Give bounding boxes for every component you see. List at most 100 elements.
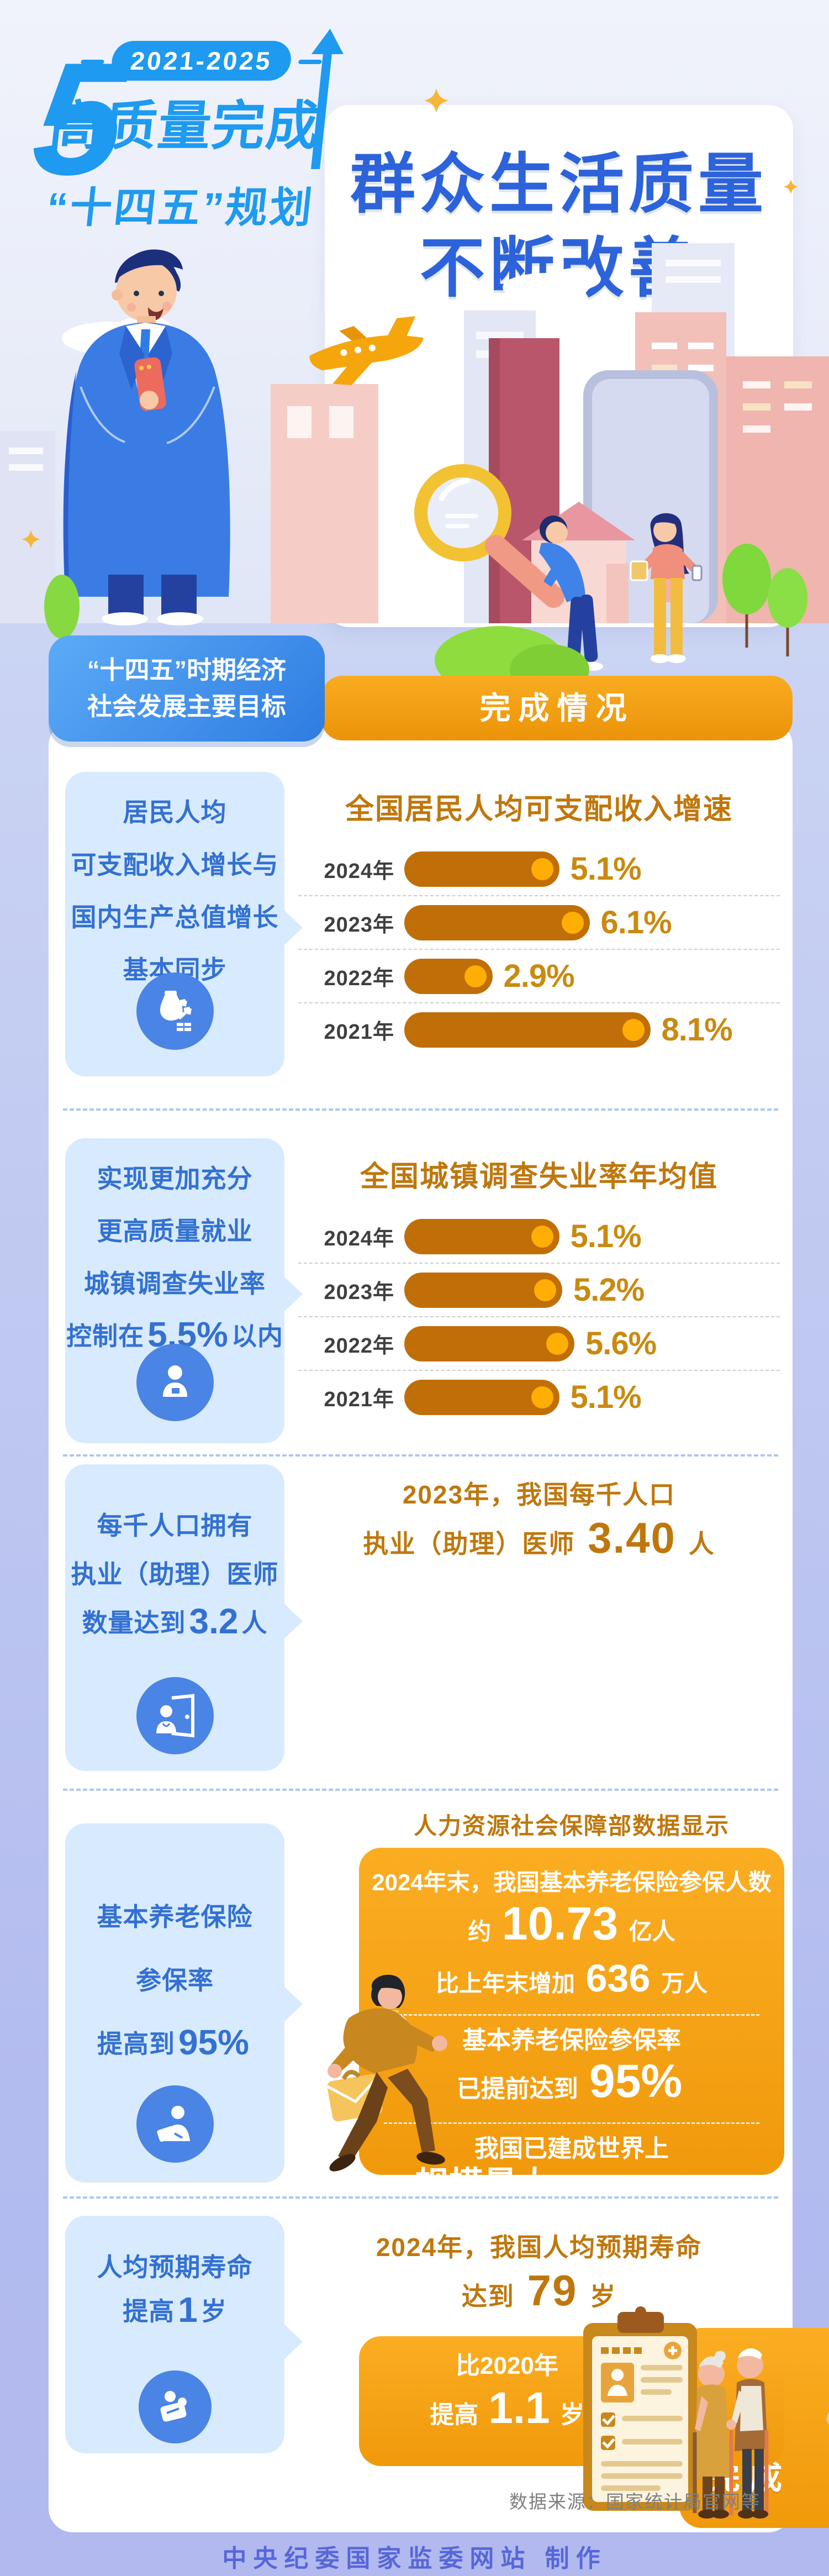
unemployment-bar-chart: 2024年 5.1% 2023年 5.2% 2022年 5.6% 2021年 5.1% (298, 1210, 780, 1423)
card-tail (283, 908, 303, 947)
data-source-note: 数据来源：国家统计局官网等 (509, 2491, 761, 2512)
pension-result-card: 2024年末，我国基本养老保险参保人数 约 10.73 亿人 比上年末增加 63… (326, 1848, 784, 2204)
grandpa (726, 2348, 769, 2519)
bar-knob (531, 1225, 553, 1248)
goals-header-box: “十四五”时期经济 社会发展主要目标 (49, 635, 325, 742)
bar (404, 905, 590, 940)
year-label: 2023年 (324, 1281, 394, 1304)
bar-knob (622, 1018, 645, 1041)
card-divider (384, 2122, 759, 2124)
bar (404, 1218, 559, 1254)
chart-row: 2023年 6.1% (298, 896, 780, 950)
clipboard-elderly-illustration (583, 2306, 769, 2519)
goal-card-life-expectancy: 人均预期寿命 提高 1 岁 (65, 2216, 303, 2453)
section-life-expectancy: 2024年，我国人均预期寿命 达到 79 岁 比2020年 提高 1.1 岁 (298, 2230, 784, 2519)
bar (404, 1326, 574, 1361)
goal-text-line: 可支配收入增长与 (71, 850, 279, 879)
goal-text-line: 居民人均 (123, 797, 227, 827)
page-title-line2: 不断改善 (419, 232, 698, 305)
logo-slogan-line2: “十四五”规划 (44, 185, 317, 232)
goal-card-employment: 实现更加充分 更高质量就业 城镇调查失业率 控制在 5.5% 以内 (65, 1138, 303, 1443)
bar (404, 851, 559, 887)
goal-text-line: 城镇调查失业率 (84, 1269, 266, 1298)
goal-card-income: 居民人均 可支配收入增长与 国内生产总值增长 基本同步 (65, 772, 303, 1076)
bar (404, 1272, 562, 1308)
bar-knob (531, 858, 553, 880)
worker-icon (136, 1344, 214, 1421)
chart-row: 2021年 5.1% (298, 1371, 780, 1423)
doctor-door-icon (136, 1677, 214, 1754)
year-label: 2022年 (324, 1334, 394, 1358)
goal-text-line: 更高质量就业 (97, 1216, 253, 1245)
goal-text-line: 基本养老保险 (97, 1902, 253, 1931)
bar-knob (464, 965, 487, 987)
running-man-illustration (326, 1974, 447, 2172)
chart-row: 2024年 5.1% (298, 1210, 780, 1264)
value-label: 6.1% (600, 905, 672, 940)
goal-text-line: 国内生产总值增长 (71, 902, 279, 932)
chart-row: 2021年 8.1% (298, 1003, 780, 1056)
card-tail (283, 2322, 303, 2361)
goal-text-line: 数量达到 3.2 人 (82, 1601, 268, 1641)
chart-row: 2024年 5.1% (298, 843, 780, 896)
goal-text-line: 提高到 95% (97, 2022, 250, 2062)
goal-card-pension: 基本养老保险 参保率 提高到 95% (65, 1823, 303, 2183)
caring-hands-icon (138, 2370, 212, 2443)
section-pension: 人力资源社会保障部数据显示 2024年末，我国基本养老保险参保人数 约 10.7… (298, 1812, 784, 2204)
reading-person-icon (136, 2085, 214, 2163)
goals-header-line2: 社会发展主要目标 (87, 692, 286, 721)
page-title-line1: 群众生活质量 (350, 148, 768, 221)
pension-line: 约 10.73 亿人 (468, 1897, 675, 1949)
result-title-line2: 执业（助理）医师 3.40 人 (363, 1513, 715, 1562)
logo-slogan-line1: 高质量完成 (46, 97, 324, 156)
goal-text-line: 每千人口拥有 (97, 1511, 253, 1540)
year-label: 2021年 (324, 1021, 394, 1044)
goals-header-line1: “十四五”时期经济 (87, 656, 286, 684)
bar-knob (534, 1279, 556, 1301)
goal-text-line: 参保率 (136, 1965, 214, 1995)
bar (404, 1012, 651, 1048)
chart-row: 2022年 5.6% (298, 1317, 780, 1371)
pension-line: 2024年末，我国基本养老保险参保人数 (372, 1869, 772, 1895)
bar-knob (546, 1332, 568, 1355)
life-card-line1: 比2020年 (456, 2352, 558, 2379)
chart-row: 2023年 5.2% (298, 1264, 780, 1317)
value-label: 5.2% (573, 1272, 645, 1308)
bar-knob (531, 1386, 553, 1408)
pension-line: 基本养老保险参保率 (462, 2027, 681, 2054)
section-divider (63, 2196, 778, 2199)
pension-line: 我国已建成世界上 (474, 2135, 669, 2162)
producer-credit: 中央纪委国家监委网站 制作 (222, 2545, 607, 2572)
year-label: 2024年 (324, 860, 394, 883)
value-label: 2.9% (503, 958, 575, 994)
bar (404, 958, 493, 994)
section-divider (63, 1789, 778, 1791)
doctor-illustration (826, 2412, 829, 2425)
value-label: 5.1% (570, 1379, 642, 1415)
income-bar-chart: 2024年 5.1% 2023年 6.1% 2022年 2.9% 2021年 8.1% (298, 843, 780, 1056)
section-physicians: 2023年，我国每千人口 执业（助理）医师 3.40 人 快于 预期 完成 (298, 1477, 829, 2528)
value-label: 5.6% (585, 1326, 657, 1361)
life-card-text: 比2020年 提高 1.1 岁 (391, 2351, 623, 2442)
card-tail (283, 1602, 303, 1640)
goal-text-line: 控制在 5.5% 以内 (66, 1314, 283, 1354)
hero-title-card: 群众生活质量 不断改善 (325, 105, 793, 627)
goal-text-line: 实现更加充分 (97, 1164, 253, 1193)
year-label: 2024年 (324, 1227, 394, 1250)
section-employment: 全国城镇调查失业率年均值 2024年 5.1% 2023年 5.2% 2022年 5.6%… (298, 1160, 780, 1423)
data-source-label: 人力资源社会保障部数据显示 (413, 1813, 730, 1839)
campaign-logo: 5 2021-2025 高质量完成 “十四五”规划 (23, 29, 346, 288)
goal-text-line: 人均预期寿命 (97, 2253, 253, 2281)
bar (404, 1379, 559, 1415)
pension-line: 已提前达到 95% (456, 2055, 683, 2107)
logo-years-pill: 2021-2025 (109, 41, 293, 81)
year-label: 2021年 (324, 1388, 394, 1411)
goal-card-physicians: 每千人口拥有 执业（助理）医师 数量达到 3.2 人 (65, 1464, 303, 1771)
result-title-line2: 达到 79 岁 (461, 2266, 617, 2315)
card-divider (384, 2014, 759, 2016)
section-divider (63, 1108, 778, 1111)
value-label: 5.1% (570, 851, 642, 887)
bar-knob (561, 911, 584, 934)
section-income: 全国居民人均可支配收入增速 2024年 5.1% 2023年 6.1% 2022年 2.9… (298, 793, 780, 1056)
